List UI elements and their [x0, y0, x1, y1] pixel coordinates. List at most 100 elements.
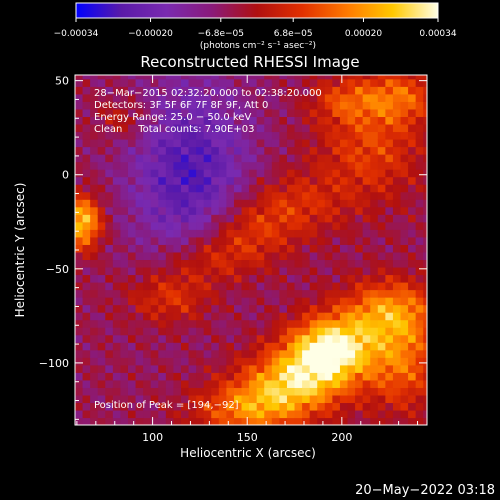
heatmap-cell [249, 289, 258, 298]
heatmap-cell [226, 281, 235, 291]
heatmap-cell [362, 364, 371, 373]
heatmap-cell [188, 206, 197, 215]
heatmap-cell [339, 244, 349, 253]
heatmap-cell [241, 387, 250, 396]
heatmap-cell [249, 357, 258, 366]
heatmap-cell [279, 176, 288, 185]
heatmap-cell [165, 108, 175, 117]
heatmap-cell [362, 78, 371, 87]
heatmap-cell [112, 289, 122, 298]
heatmap-cell [309, 402, 318, 411]
heatmap-cell [302, 274, 311, 283]
heatmap-cell [105, 199, 114, 208]
heatmap-cell [355, 86, 364, 95]
heatmap-cell [211, 169, 220, 178]
heatmap-cell [392, 379, 402, 388]
heatmap-cell [249, 123, 258, 133]
heatmap-cell [294, 327, 303, 336]
heatmap-cell [143, 289, 152, 298]
heatmap-cell [332, 191, 341, 200]
heatmap-cell [294, 184, 303, 193]
heatmap-cell [400, 372, 409, 381]
heatmap-cell [97, 281, 106, 291]
heatmap-cell [203, 161, 212, 170]
heatmap-cell [150, 281, 159, 291]
heatmap-cell [408, 214, 417, 223]
heatmap-cell [150, 138, 159, 148]
heatmap-cell [203, 289, 212, 298]
x-tick-label: 200 [331, 431, 352, 444]
heatmap-cell [286, 161, 296, 170]
heatmap-cell [90, 146, 99, 155]
heatmap-cell [211, 379, 220, 388]
heatmap-cell [271, 214, 280, 223]
heatmap-cell [165, 229, 175, 238]
heatmap-cell [370, 146, 379, 155]
heatmap-cell [264, 161, 273, 170]
heatmap-cell [203, 327, 212, 336]
heatmap-cell [241, 131, 250, 140]
heatmap-cell [309, 229, 318, 238]
heatmap-cell [226, 266, 235, 276]
heatmap-cell [203, 108, 212, 117]
heatmap-cell [408, 266, 417, 276]
heatmap-cell [264, 116, 273, 125]
heatmap-cell [264, 214, 273, 223]
heatmap-cell [82, 146, 91, 155]
heatmap-cell [196, 364, 205, 373]
heatmap-cell [241, 229, 250, 238]
heatmap-cell [143, 251, 152, 261]
heatmap-cell [324, 304, 333, 313]
heatmap-cell [400, 229, 409, 238]
heatmap-cell [339, 199, 349, 208]
heatmap-cell [226, 304, 235, 313]
heatmap-cell [408, 176, 417, 185]
heatmap-cell [400, 206, 409, 215]
heatmap-cell [196, 75, 205, 80]
heatmap-cell [286, 154, 296, 163]
heatmap-cell [249, 259, 258, 268]
heatmap-cell [271, 131, 280, 140]
heatmap-cell [362, 304, 371, 313]
heatmap-cell [377, 319, 386, 328]
heatmap-cell [332, 409, 341, 419]
heatmap-cell [241, 123, 250, 133]
heatmap-cell [135, 146, 144, 155]
heatmap-cell [196, 297, 205, 306]
heatmap-cell [377, 176, 386, 185]
heatmap-cell [120, 154, 129, 163]
heatmap-cell [165, 138, 175, 148]
heatmap-cell [385, 146, 394, 155]
heatmap-cell [286, 93, 296, 102]
heatmap-cell [355, 131, 364, 140]
heatmap-cell [203, 214, 212, 223]
heatmap-cell [385, 199, 394, 208]
heatmap-cell [400, 297, 409, 306]
heatmap-cell [347, 251, 356, 261]
heatmap-cell [127, 364, 137, 373]
heatmap-cell [105, 259, 114, 268]
heatmap-cell [249, 274, 258, 283]
heatmap-cell [355, 297, 364, 306]
heatmap-cell [370, 319, 379, 328]
heatmap-cell [294, 146, 303, 155]
heatmap-cell [90, 169, 99, 178]
heatmap-cell [180, 78, 190, 87]
heatmap-cell [423, 78, 427, 87]
heatmap-cell [75, 161, 84, 170]
heatmap-cell [400, 214, 409, 223]
heatmap-cell [294, 409, 303, 419]
heatmap-cell [377, 154, 386, 163]
heatmap-cell [203, 176, 212, 185]
heatmap-cell [135, 93, 144, 102]
heatmap-cell [241, 206, 250, 215]
heatmap-cell [196, 221, 205, 230]
heatmap-cell [400, 409, 409, 419]
heatmap-cell [249, 169, 258, 178]
heatmap-cell [241, 146, 250, 155]
heatmap-cell [143, 75, 152, 80]
heatmap-cell [339, 289, 349, 298]
heatmap-cell [271, 154, 280, 163]
heatmap-cell [97, 379, 106, 388]
heatmap-cell [105, 409, 114, 419]
